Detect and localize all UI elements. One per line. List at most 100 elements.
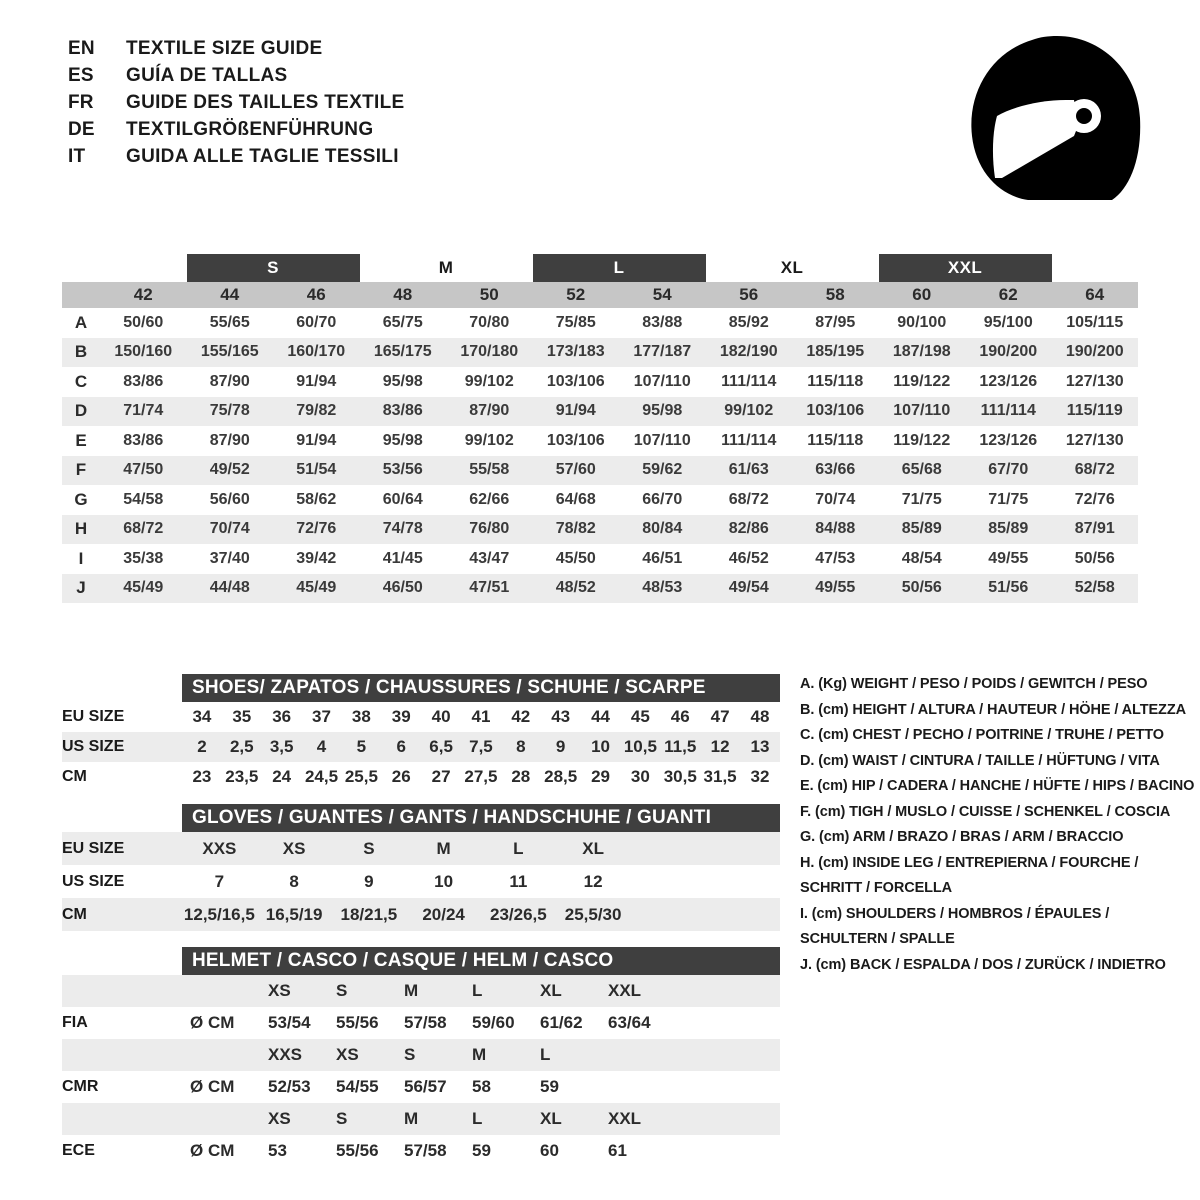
measurement-cell: 123/126 [979,431,1038,449]
gloves-size-cell: M [436,838,451,858]
measurement-cell: 84/88 [815,520,856,538]
shoes-size-cell: 12 [710,737,730,756]
helmet-diameter-cell: 59/60 [472,1013,515,1032]
gloves-size-cell: L [513,838,524,858]
measurement-cell: 44/48 [209,579,250,597]
helmet-size-header: XL [540,1109,562,1128]
measurement-cell: 123/126 [979,372,1038,390]
title-row: EN TEXTILE SIZE GUIDE [68,38,404,65]
shoes-size-cell: 24,5 [304,767,339,786]
row-key-c: C [74,371,88,391]
table-row: XXS XS S M L [62,1039,780,1071]
shoes-size-cell: 2,5 [229,737,254,756]
measurement-cell: 91/94 [296,372,337,390]
legend-line: G. (cm) ARM / BRAZO / BRAS / ARM / BRACC… [800,829,1124,845]
measurement-cell: 71/75 [988,490,1029,508]
gloves-size-cell: XXS [202,838,237,858]
legend-line: J. (cm) BACK / ESPALDA / DOS / ZURÜCK / … [800,956,1166,973]
shoes-size-cell: 27 [431,767,451,786]
helmet-size-header: S [336,981,348,1000]
measurement-cell: 72/76 [296,520,337,538]
helmet-unit-label: Ø CM [190,1013,235,1032]
gloves-size-cell: 25,5/30 [564,904,622,924]
measurement-cell: 71/74 [123,402,164,420]
helmet-diameter-cell: 58 [472,1077,491,1096]
shoes-size-table: SHOES/ ZAPATOS / CHAUSSURES / SCHUHE / S… [62,674,780,792]
helmet-size-header: L [472,981,483,1000]
size-band-l: L [532,254,706,282]
measurement-cell: 60/70 [296,313,337,331]
title-text: TEXTILE SIZE GUIDE [126,38,323,59]
title-text: TEXTILGRÖßENFÜHRUNG [126,119,374,140]
measurement-cell: 65/68 [901,461,942,479]
shoes-size-cell: 28 [511,767,531,786]
band-row-spacer [62,254,100,282]
helmet-diameter-cell: 63/64 [608,1013,651,1032]
helmet-size-header: M [404,981,419,1000]
measurement-cell: 56/60 [209,490,250,508]
shoes-size-cell: 45 [630,707,650,726]
helmet-unit-placeholder [182,1103,260,1135]
legend-line: C. (cm) CHEST / PECHO / POITRINE / TRUHE… [800,727,1164,743]
measurement-cell: 115/118 [807,372,864,390]
measurement-cell: 99/102 [724,402,774,420]
textile-size-table: S M L XL XXL 42 44 46 48 50 52 54 56 58 60 62 64 A 50/60… [62,254,1138,603]
measurement-cell: 107/110 [633,372,691,390]
helmet-diameter-cell: 55/56 [336,1013,379,1032]
table-row: E 83/86 87/90 91/94 95/98 99/102 103/106 107/11… [62,426,1138,456]
measurement-cell: 95/100 [983,313,1033,331]
measurement-cell: 48/54 [901,549,942,567]
size-band-row: S M L XL XXL [62,254,1138,282]
measurement-cell: 95/98 [642,402,683,420]
table-row: B 150/160 155/165 160/170 165/175 170/180 173/… [62,337,1138,367]
shoes-size-cell: 6 [396,737,406,756]
title-text: GUIDE DES TAILLES TEXTILE [126,92,405,113]
measurement-cell: 39/42 [296,549,337,567]
shoes-size-cell: 26 [391,767,411,786]
shoes-size-cell: 13 [750,737,770,756]
row-key-i: I [78,548,84,568]
helmet-size-header: XXL [608,1109,642,1128]
table-row: ECE Ø CM 53 55/56 57/58 59 60 61 [62,1135,780,1167]
helmet-unit-placeholder [182,1039,260,1071]
gloves-size-cell: 12 [583,871,603,891]
measurement-cell: 70/80 [469,313,510,331]
measurement-cell: 47/53 [815,549,856,567]
measurement-cell: 119/122 [893,431,951,449]
size-number-row: 42 44 46 48 50 52 54 56 58 60 62 64 [62,282,1138,308]
measurement-cell: 51/56 [988,579,1029,597]
measurement-cell: 46/52 [728,549,769,567]
row-label-spacer [62,1039,182,1071]
helmet-diameter-cell: 55/56 [336,1141,379,1160]
row-key-j: J [76,578,86,598]
measurement-cell: 49/54 [728,579,769,597]
legend-line: H. (cm) INSIDE LEG / ENTREPIERNA / FOURC… [800,854,1139,871]
shoes-size-cell: 29 [591,767,610,786]
table-row: I 35/38 37/40 39/42 41/45 43/47 45/50 46/51 46/5… [62,544,1138,574]
title-row: DE TEXTILGRÖßENFÜHRUNG [68,119,404,146]
measurement-cell: 57/60 [555,461,596,479]
measurement-cell: 63/66 [815,461,856,479]
legend-line: D. (cm) WAIST / CINTURA / TAILLE / HÜFTU… [800,752,1160,769]
shoes-size-cell: 36 [272,707,292,726]
measurement-cell: 43/47 [469,549,510,567]
measurement-cell: 91/94 [555,402,596,420]
gloves-row-padding [631,865,781,898]
helmet-diameter-cell: 60 [540,1141,559,1160]
row-key-d: D [74,401,88,421]
measurement-cell: 79/82 [296,402,337,420]
measurement-cell: 83/86 [382,402,423,420]
measurement-cell: 59/62 [642,461,683,479]
shoes-size-cell: 35 [232,707,252,726]
table-row: A 50/60 55/65 60/70 65/75 70/80 75/85 83/88 85/9… [62,308,1138,338]
shoes-size-cell: 40 [431,707,451,726]
measurement-cell: 150/160 [114,343,173,361]
gloves-size-cell: 18/21,5 [340,904,398,924]
row-key-e: E [75,430,87,450]
measurement-cell: 49/52 [209,461,250,479]
shoes-size-cell: 43 [551,707,571,726]
shoes-size-cell: 9 [555,737,566,756]
measurement-cell: 53/56 [382,461,423,479]
gloves-size-cell: 16,5/19 [265,904,323,924]
helmet-size-header: L [472,1109,483,1128]
